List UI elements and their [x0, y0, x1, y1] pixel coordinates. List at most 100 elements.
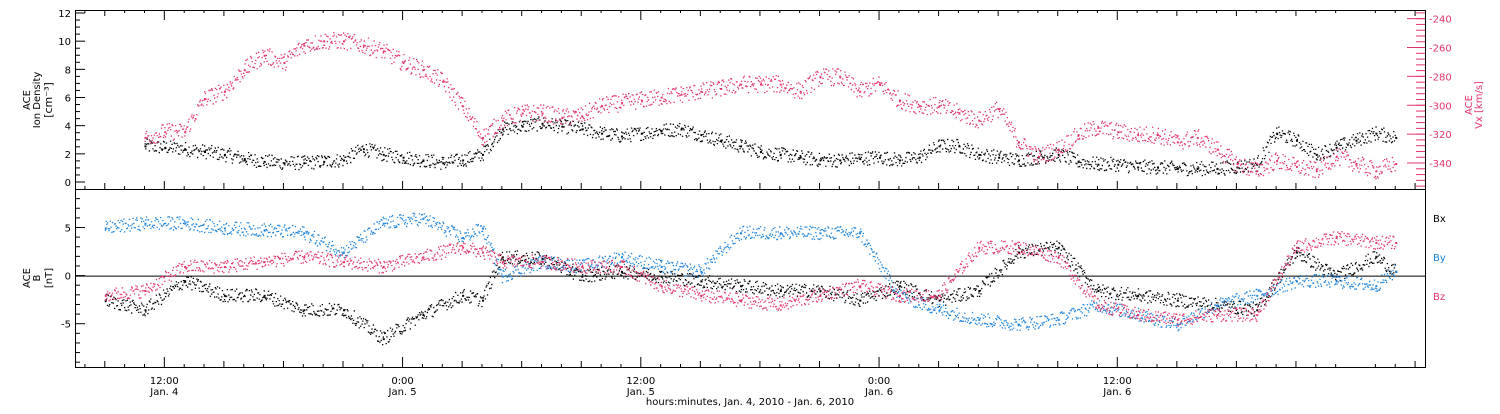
data-point-s0-9: [323, 160, 326, 163]
data-point-s2-18: [779, 290, 782, 293]
data-point-s4-31: [1295, 246, 1298, 249]
data-point-s1-10: [343, 40, 346, 43]
data-point-s4-34: [1395, 241, 1398, 244]
right-ytick-label-3: -300: [1429, 101, 1452, 112]
data-point-s4-13: [581, 265, 584, 268]
data-point-s2-23: [978, 290, 981, 293]
data-point-s1-58: [1295, 165, 1298, 168]
series-trace-4: [104, 231, 1396, 327]
data-point-s0-39: [918, 156, 921, 159]
data-point-s3-30: [1256, 294, 1259, 297]
legend-bx: Bx: [1433, 214, 1446, 225]
data-point-s1-34: [819, 76, 822, 79]
data-point-s1-49: [1117, 131, 1120, 134]
data-point-s4-27: [1137, 314, 1140, 317]
data-point-s2-6: [343, 309, 346, 312]
data-point-s4-1: [144, 290, 147, 293]
series-trace-2: [104, 240, 1396, 346]
data-point-s2-33: [1375, 256, 1378, 259]
data-point-s2-7: [382, 338, 385, 341]
data-point-s3-7: [382, 222, 385, 225]
data-point-s4-29: [1216, 314, 1219, 317]
data-point-s3-10: [481, 227, 484, 230]
data-point-s0-40: [938, 145, 941, 148]
data-point-s1-28: [700, 90, 703, 93]
top-axis-ticks: 0 2 4 6 8 10 12: [58, 9, 85, 189]
data-point-s4-11: [501, 261, 504, 264]
data-point-s4-21: [898, 294, 901, 297]
data-point-s0-14: [422, 159, 425, 162]
data-point-s3-29: [1216, 304, 1219, 307]
data-point-s2-2: [184, 280, 187, 283]
data-point-s1-11: [362, 44, 365, 47]
x-tick-time-1: 0:00: [391, 376, 413, 387]
series-trace-3: [104, 212, 1396, 332]
data-point-s2-19: [819, 290, 822, 293]
data-point-s4-15: [660, 285, 663, 288]
data-point-s1-31: [759, 83, 762, 86]
top-ytick-label-2: 4: [65, 122, 71, 133]
data-point-s4-18: [779, 304, 782, 307]
data-point-s4-16: [700, 294, 703, 297]
data-point-s3-34: [1395, 270, 1398, 273]
data-point-s2-12: [541, 258, 544, 261]
data-point-s1-21: [561, 116, 564, 119]
bottom-ytick-label-0: -5: [61, 320, 71, 331]
data-point-s0-32: [779, 153, 782, 156]
data-point-s3-4: [263, 229, 266, 232]
data-point-s0-24: [620, 135, 623, 138]
data-point-s4-6: [343, 261, 346, 264]
data-point-s2-1: [144, 309, 147, 312]
data-point-s2-17: [740, 285, 743, 288]
data-point-s0-26: [660, 129, 663, 132]
top-ylabel-line2: Ion Density: [32, 72, 43, 129]
data-point-s1-55: [1236, 163, 1239, 166]
data-point-s0-41: [958, 145, 961, 148]
data-point-s1-51: [1156, 134, 1159, 137]
data-point-s3-33: [1375, 285, 1378, 288]
data-point-s2-14: [620, 270, 623, 273]
data-point-s4-30: [1256, 314, 1259, 317]
data-point-s4-14: [620, 265, 623, 268]
bottom-panel-data: [104, 212, 1398, 346]
top-ylabel: ACE Ion Density [cm⁻³]: [22, 72, 55, 129]
top-y2label-line1: ACE: [1464, 95, 1475, 115]
data-point-s4-33: [1375, 241, 1378, 244]
data-point-s4-26: [1097, 304, 1100, 307]
top-ytick-label-4: 8: [65, 65, 71, 76]
data-point-s1-40: [938, 105, 941, 108]
data-point-s1-20: [541, 112, 544, 115]
data-point-s1-35: [839, 76, 842, 79]
data-point-s0-2: [184, 148, 187, 151]
x-tick-time-0: 12:00: [150, 376, 179, 387]
data-point-s2-3: [223, 294, 226, 297]
right-ytick-label-2: -280: [1429, 72, 1452, 83]
data-point-s4-12: [541, 261, 544, 264]
data-point-s1-18: [501, 119, 504, 122]
top-panel-data: [144, 32, 1398, 180]
data-point-s0-29: [720, 139, 723, 142]
data-point-s1-50: [1137, 134, 1140, 137]
data-point-s0-4: [223, 153, 226, 156]
data-point-s0-49: [1117, 163, 1120, 166]
data-point-s4-9: [462, 246, 465, 249]
data-point-s1-61: [1355, 163, 1358, 166]
data-point-s4-22: [938, 294, 941, 297]
data-point-s3-19: [819, 232, 822, 235]
data-point-s0-63: [1395, 136, 1398, 139]
data-point-s0-19: [521, 125, 524, 128]
data-point-s0-60: [1335, 146, 1338, 149]
top-ylabel-line3: [cm⁻³]: [42, 82, 55, 118]
data-point-s1-47: [1077, 134, 1080, 137]
data-point-s1-59: [1315, 170, 1318, 173]
data-point-s1-6: [263, 54, 266, 57]
data-point-s0-0: [144, 145, 147, 148]
data-point-s2-15: [660, 275, 663, 278]
data-point-s0-16: [462, 159, 465, 162]
data-point-s1-14: [422, 69, 425, 72]
data-point-s3-20: [859, 232, 862, 235]
data-point-s1-8: [303, 44, 306, 47]
data-point-s0-52: [1176, 167, 1179, 170]
data-point-s1-16: [462, 105, 465, 108]
